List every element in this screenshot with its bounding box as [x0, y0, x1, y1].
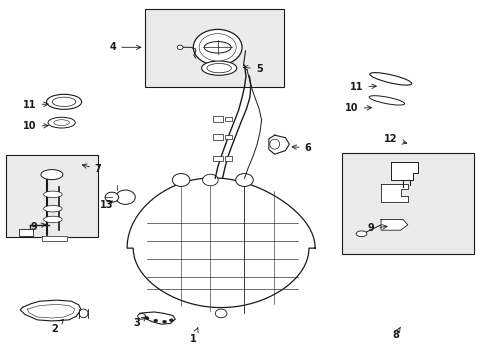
- Polygon shape: [380, 220, 407, 230]
- Text: 7: 7: [82, 164, 102, 174]
- Circle shape: [205, 39, 229, 56]
- Text: 10: 10: [23, 121, 48, 131]
- Ellipse shape: [43, 191, 62, 198]
- Polygon shape: [390, 162, 417, 180]
- Text: 6: 6: [291, 143, 311, 153]
- Circle shape: [202, 174, 218, 186]
- Text: 2: 2: [51, 319, 63, 334]
- Text: 3: 3: [134, 317, 146, 328]
- Polygon shape: [380, 184, 407, 202]
- Bar: [144, 9, 283, 87]
- Circle shape: [116, 190, 135, 204]
- Circle shape: [169, 319, 173, 321]
- Text: 10: 10: [345, 103, 371, 113]
- Text: 5: 5: [243, 64, 262, 74]
- Text: 9: 9: [367, 224, 386, 233]
- Ellipse shape: [204, 41, 231, 53]
- Circle shape: [172, 174, 189, 186]
- Ellipse shape: [46, 94, 81, 109]
- Circle shape: [199, 34, 236, 61]
- Text: 11: 11: [349, 82, 376, 92]
- Circle shape: [138, 314, 145, 319]
- Circle shape: [177, 45, 183, 49]
- Bar: [5, 155, 98, 237]
- Text: 8: 8: [391, 327, 400, 340]
- Circle shape: [235, 174, 253, 186]
- Text: 4: 4: [109, 42, 141, 52]
- Circle shape: [193, 30, 242, 65]
- Circle shape: [154, 319, 158, 322]
- Circle shape: [211, 43, 223, 51]
- Bar: [19, 229, 33, 236]
- Bar: [212, 134, 222, 140]
- Bar: [212, 116, 222, 122]
- Bar: [341, 153, 473, 253]
- Ellipse shape: [41, 170, 63, 180]
- Circle shape: [145, 317, 149, 319]
- Text: 11: 11: [23, 100, 48, 110]
- Polygon shape: [20, 300, 81, 321]
- Ellipse shape: [52, 97, 76, 107]
- Ellipse shape: [201, 61, 236, 75]
- Ellipse shape: [206, 63, 231, 73]
- Circle shape: [215, 309, 226, 318]
- Circle shape: [105, 192, 119, 202]
- Circle shape: [162, 320, 166, 323]
- Ellipse shape: [43, 216, 62, 223]
- Text: 9: 9: [30, 222, 46, 231]
- Bar: [224, 117, 232, 121]
- Ellipse shape: [79, 309, 88, 318]
- Polygon shape: [140, 312, 175, 324]
- Polygon shape: [127, 178, 315, 307]
- Bar: [224, 135, 232, 139]
- Text: 1: 1: [189, 328, 198, 343]
- Bar: [212, 156, 222, 161]
- Ellipse shape: [43, 206, 62, 212]
- Ellipse shape: [48, 117, 75, 128]
- Bar: [224, 156, 232, 161]
- Text: 12: 12: [383, 134, 406, 144]
- Ellipse shape: [355, 231, 366, 237]
- Polygon shape: [42, 235, 66, 241]
- Ellipse shape: [369, 73, 411, 85]
- Text: 13: 13: [100, 200, 114, 210]
- Ellipse shape: [54, 120, 69, 126]
- Ellipse shape: [368, 96, 404, 105]
- Ellipse shape: [269, 139, 279, 149]
- Polygon shape: [268, 135, 289, 154]
